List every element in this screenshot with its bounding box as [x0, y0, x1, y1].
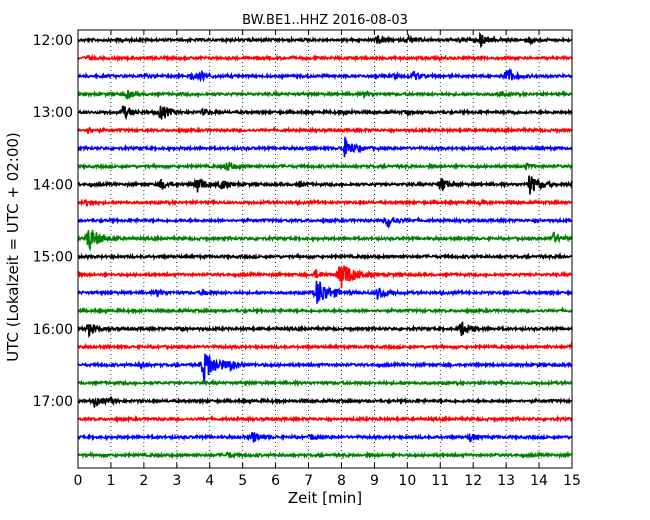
trace-line-1400	[77, 175, 573, 195]
trace-line-1700	[77, 396, 573, 408]
x-tick-label: 15	[563, 473, 581, 489]
x-tick-label: 12	[464, 473, 482, 489]
x-tick-label: 9	[370, 473, 379, 489]
trace-group	[77, 31, 573, 460]
trace-line-1215	[77, 53, 573, 63]
y-tick-label: 12:00	[33, 33, 73, 49]
trace-line-1500	[77, 251, 573, 262]
trace-line-1415	[77, 197, 573, 208]
y-tick-label: 16:00	[33, 322, 73, 338]
x-tick-label: 5	[238, 473, 247, 489]
x-tick-label: 7	[304, 473, 313, 489]
trace-line-1315	[77, 125, 573, 135]
y-tick-label: 15:00	[33, 250, 73, 266]
trace-line-1715	[77, 414, 573, 424]
x-tick-label: 14	[530, 473, 548, 489]
trace-line-1200	[77, 31, 573, 49]
trace-line-1615	[77, 341, 573, 352]
trace-line-1515	[77, 265, 573, 289]
y-tick-label: 13:00	[33, 105, 73, 121]
trace-line-1730	[77, 431, 573, 443]
trace-line-1445	[77, 229, 573, 252]
x-tick-label: 10	[398, 473, 416, 489]
trace-line-1300	[77, 105, 573, 121]
trace-line-1430	[77, 216, 573, 229]
trace-line-1630	[77, 353, 573, 382]
x-axis-ticks: 0 1 2 3 4 5 6 7 8 9 10 11 12 13 14 15	[74, 30, 581, 489]
trace-line-1230	[77, 67, 573, 83]
chart-title: BW.BE1..HHZ 2016-08-03	[242, 13, 408, 28]
x-tick-label: 8	[337, 473, 346, 489]
x-tick-label: 3	[172, 473, 181, 489]
trace-line-1745	[77, 450, 573, 460]
x-tick-label: 11	[431, 473, 449, 489]
trace-line-1330	[77, 136, 573, 158]
trace-line-1600	[77, 321, 573, 338]
trace-line-1245	[77, 89, 573, 100]
x-tick-label: 1	[106, 473, 115, 489]
trace-line-1530	[77, 280, 573, 304]
x-axis-label: Zeit [min]	[288, 489, 362, 507]
trace-line-1545	[77, 306, 573, 316]
y-axis-label: UTC (Lokalzeit = UTC + 02:00)	[4, 132, 22, 362]
plot-frame	[77, 29, 573, 469]
x-tick-label: 2	[139, 473, 148, 489]
x-tick-label: 4	[205, 473, 214, 489]
y-tick-label: 17:00	[33, 394, 73, 410]
x-tick-label: 6	[271, 473, 280, 489]
trace-line-1345	[77, 161, 573, 172]
x-tick-label: 13	[497, 473, 515, 489]
y-tick-label: 14:00	[33, 177, 73, 193]
y-axis-ticks: 12:00 13:00 14:00 15:00 16:00 17:00	[33, 33, 572, 410]
x-tick-label: 0	[74, 473, 83, 489]
trace-line-1645	[77, 378, 573, 388]
